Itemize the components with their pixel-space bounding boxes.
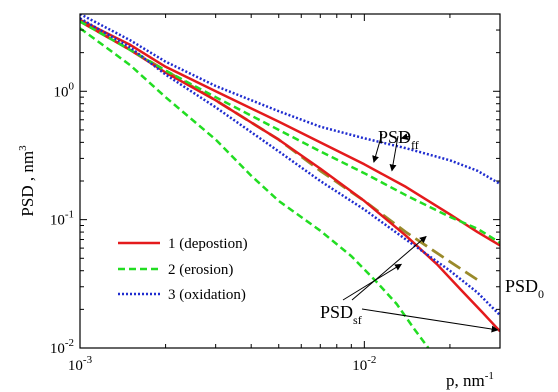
x-axis-label-base: p, nm (446, 371, 485, 390)
annotation-arrow-ff (400, 133, 411, 141)
x-axis-label-exp: -1 (485, 370, 494, 382)
annotation-psd-sf-sub: sf (353, 313, 362, 327)
annotation-arrow-ff (389, 135, 399, 172)
y-axis-label-base: PSD , nm (18, 151, 37, 217)
series-line-deposition-ff (80, 18, 500, 247)
series-line-oxidation-sf (80, 17, 500, 317)
x-axis-label: p, nm-1 (446, 370, 494, 390)
annotation-arrows (342, 133, 499, 333)
annotation-psd-zero-base: PSD (505, 276, 538, 296)
annotation-arrow-sf (351, 235, 427, 301)
series-line-erosion-sf (80, 27, 430, 348)
annotation-arrow-ff (372, 133, 383, 163)
annotation-psd-ff: PSDff (378, 127, 419, 152)
legend: 1 (depostion) 2 (erosion) 3 (oxidation) (118, 236, 248, 303)
y-tick-label: 10-2 (50, 337, 74, 357)
legend-label-oxidation: 3 (oxidation) (168, 287, 246, 303)
plot-frame (79, 13, 501, 349)
y-tick-label: 100 (54, 80, 75, 100)
annotation-psd-sf-base: PSD (320, 302, 353, 322)
x-tick-label: 10-3 (68, 354, 93, 374)
y-axis-label: PSD , nm3 (17, 145, 37, 217)
legend-label-deposition: 1 (depostion) (168, 236, 248, 252)
tick-layer (79, 13, 501, 349)
annotation-psd-zero: PSD0 (505, 276, 544, 301)
series-layer (80, 14, 500, 348)
y-axis-label-exp: 3 (17, 145, 29, 151)
y-tick-label: 10-1 (50, 209, 74, 229)
annotation-psd-zero-sub: 0 (538, 287, 544, 301)
annotation-arrow-sf (361, 308, 499, 333)
series-line-deposition-sf (80, 20, 500, 333)
annotation-psd-sf: PSDsf (320, 302, 362, 327)
legend-label-erosion: 2 (erosion) (168, 262, 233, 278)
annotation-psd-ff-sub: ff (411, 138, 419, 152)
annotation-psd-ff-base: PSD (378, 127, 411, 147)
x-tick-label: 10-2 (352, 354, 376, 374)
series-line-oxidation-ff (80, 14, 500, 185)
